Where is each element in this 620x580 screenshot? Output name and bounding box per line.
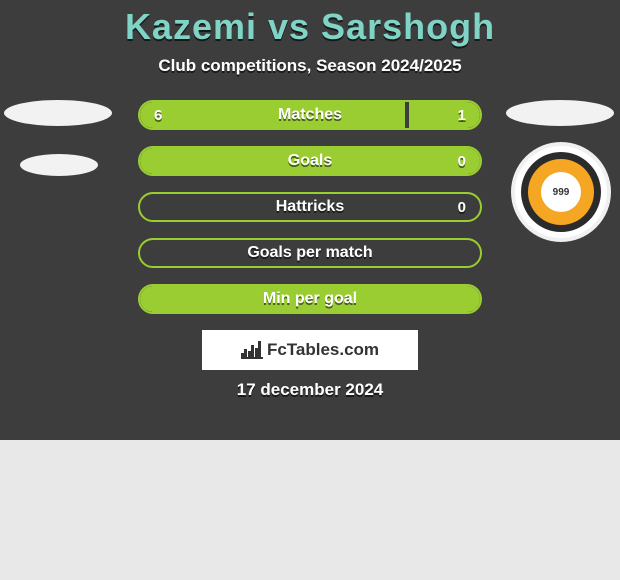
bar-value-right: 1 bbox=[444, 102, 480, 128]
player-left-graphic bbox=[4, 100, 114, 176]
badge-center: 999 bbox=[541, 172, 581, 212]
player-right-graphic: 999 bbox=[506, 100, 616, 242]
bar-label: Matches bbox=[140, 102, 480, 128]
bar-label: Goals per match bbox=[140, 240, 480, 266]
club-badge: 999 bbox=[511, 142, 611, 242]
page-title: Kazemi vs Sarshogh bbox=[0, 6, 620, 48]
stat-bar: Hattricks0 bbox=[138, 192, 482, 222]
ellipse-icon bbox=[20, 154, 98, 176]
stat-bar: Matches6 1 bbox=[138, 100, 482, 130]
stat-bar: Goals0 bbox=[138, 146, 482, 176]
stat-bar: Goals per match bbox=[138, 238, 482, 268]
ellipse-icon bbox=[506, 100, 614, 126]
watermark: FcTables.com bbox=[202, 330, 418, 370]
competition-subtitle: Club competitions, Season 2024/2025 bbox=[0, 56, 620, 76]
watermark-text: FcTables.com bbox=[267, 340, 379, 360]
ellipse-icon bbox=[4, 100, 112, 126]
footer-date: 17 december 2024 bbox=[0, 380, 620, 400]
stat-bars: Matches61Goals0Hattricks0Goals per match… bbox=[138, 100, 482, 314]
bar-chart-icon bbox=[241, 341, 263, 359]
bar-value-right: 0 bbox=[444, 194, 480, 220]
comparison-card: Kazemi vs Sarshogh Club competitions, Se… bbox=[0, 0, 620, 440]
bar-label: Min per goal bbox=[140, 286, 480, 312]
bars-area: 999 Matches61Goals0Hattricks0Goals per m… bbox=[0, 100, 620, 314]
bar-label: Hattricks bbox=[140, 194, 480, 220]
bar-value-right: 0 bbox=[444, 148, 480, 174]
stat-bar: Min per goal bbox=[138, 284, 482, 314]
bar-label: Goals bbox=[140, 148, 480, 174]
bar-value-left: 6 bbox=[140, 102, 176, 128]
